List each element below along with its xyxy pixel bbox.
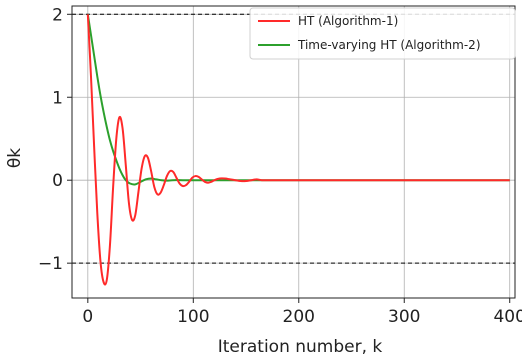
legend: HT (Algorithm-1) Time-varying HT (Algori… (249, 7, 516, 60)
reference-lines (72, 13, 515, 264)
x-tick-label: 200 (283, 307, 315, 327)
legend-box (249, 7, 516, 60)
x-tick-label: 300 (388, 307, 420, 327)
x-tick-label: 400 (493, 307, 522, 327)
y-tick-label: 0 (52, 171, 63, 191)
series-line-ht (86, 14, 510, 286)
x-tick-label: 0 (82, 307, 93, 327)
legend-label-ht: HT (Algorithm-1) (298, 14, 398, 28)
y-tick-label: 2 (52, 5, 63, 25)
x-axis-label: Iteration number, k (218, 337, 383, 357)
y-tick-label: 1 (52, 88, 63, 108)
series-lines (86, 14, 510, 286)
legend-label-time-varying-ht: Time-varying HT (Algorithm-2) (297, 38, 481, 52)
axis-ticks: 0 100 200 300 400 −1 0 1 2 (38, 5, 522, 327)
y-axis-label: θk (5, 148, 25, 168)
y-tick-label: −1 (38, 254, 63, 274)
plot-frame (71, 5, 516, 299)
x-tick-label: 100 (177, 307, 209, 327)
